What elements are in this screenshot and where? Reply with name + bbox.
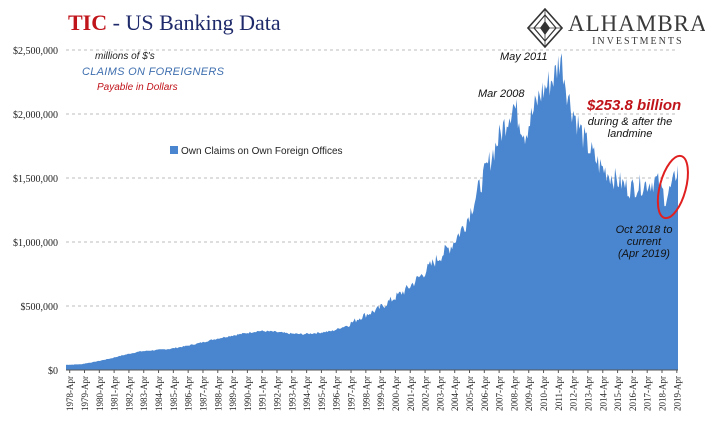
- x-tick-label: 2013-Apr: [584, 376, 594, 411]
- x-tick-label: 2002-Apr: [421, 376, 431, 411]
- x-tick-label: 2016-Apr: [628, 376, 638, 411]
- legend-swatch: [170, 146, 178, 154]
- x-tick-label: 2005-Apr: [465, 376, 475, 411]
- legend-label: Own Claims on Own Foreign Offices: [181, 146, 343, 157]
- x-tick-label: 1997-Apr: [347, 376, 357, 411]
- x-tick-label: 2004-Apr: [450, 376, 460, 411]
- x-tick-label: 2010-Apr: [539, 376, 549, 411]
- y-tick-label: $2,500,000: [13, 46, 58, 57]
- x-tick-label: 1982-Apr: [124, 376, 134, 411]
- x-tick-label: 1985-Apr: [169, 376, 179, 411]
- x-tick-label: 1992-Apr: [273, 376, 283, 411]
- x-axis: 1978-Apr 1979-Apr 1980-Apr 1981-Apr 1982-Apr…: [65, 369, 682, 411]
- x-tick-label: 2001-Apr: [406, 376, 416, 411]
- x-tick-label: 2003-Apr: [435, 376, 445, 411]
- x-tick-label: 1986-Apr: [184, 376, 194, 411]
- x-tick-label: 1989-Apr: [228, 376, 238, 411]
- x-tick-label: 2011-Apr: [554, 376, 564, 411]
- claims-note: CLAIMS ON FOREIGNERS: [82, 66, 225, 78]
- annotation-oct-line1: Oct 2018 to: [615, 224, 673, 236]
- logo-name: ALHAMBRA: [568, 11, 705, 36]
- x-tick-label: 2006-Apr: [480, 376, 490, 411]
- x-tick-label: 2008-Apr: [509, 376, 519, 411]
- x-tick-label: 1981-Apr: [110, 376, 120, 411]
- x-tick-label: 1999-Apr: [376, 376, 386, 411]
- x-tick-label: 2019-Apr: [672, 376, 682, 411]
- x-tick-label: 1980-Apr: [95, 376, 105, 411]
- area-layer: [66, 53, 678, 371]
- chart-title: TIC - US Banking Data: [68, 10, 281, 36]
- x-tick-label: 2017-Apr: [643, 376, 653, 411]
- y-axis: $0 $500,000 $1,000,000 $1,500,000 $2,000,000…: [13, 46, 58, 377]
- x-tick-label: 2000-Apr: [391, 376, 401, 411]
- annotation-oct2018: Oct 2018 to current (Apr 2019): [604, 224, 684, 260]
- annotation-oct-line3: (Apr 2019): [618, 248, 670, 260]
- series-area: [66, 53, 678, 371]
- y-tick-label: $1,000,000: [13, 238, 58, 249]
- x-tick-label: 1978-Apr: [65, 376, 75, 411]
- units-note: millions of $'s: [95, 51, 155, 62]
- x-tick-label: 2012-Apr: [569, 376, 579, 411]
- annotation-value: $253.8 billion: [587, 97, 682, 114]
- x-tick-label: 1984-Apr: [154, 376, 164, 411]
- logo: ALHAMBRA INVESTMENTS: [568, 12, 705, 48]
- legend: Own Claims on Own Foreign Offices: [170, 146, 343, 157]
- y-tick-label: $0: [48, 366, 58, 377]
- x-tick-label: 2018-Apr: [658, 376, 668, 411]
- x-tick-label: 1991-Apr: [258, 376, 268, 411]
- annotation-oct-line2: current: [626, 236, 662, 248]
- x-tick-label: 1996-Apr: [332, 376, 342, 411]
- x-tick-label: 1994-Apr: [302, 376, 312, 411]
- annotation-mar2008: Mar 2008: [478, 88, 525, 100]
- highlight-circle: [656, 154, 689, 220]
- annotation-during-line1: during & after the: [587, 116, 673, 128]
- payable-note: Payable in Dollars: [97, 82, 178, 93]
- x-tick-label: 1988-Apr: [213, 376, 223, 411]
- x-tick-label: 2009-Apr: [524, 376, 534, 411]
- x-tick-label: 2007-Apr: [495, 376, 505, 411]
- y-tick-label: $2,000,000: [13, 110, 58, 121]
- annotation-during: during & after the landmine: [584, 116, 676, 140]
- x-tick-label: 1983-Apr: [139, 376, 149, 411]
- annotation-during-line2: landmine: [607, 128, 653, 140]
- x-tick-label: 2014-Apr: [598, 376, 608, 411]
- x-tick-label: 1990-Apr: [243, 376, 253, 411]
- x-tick-label: 2015-Apr: [613, 376, 623, 411]
- x-tick-label: 1998-Apr: [361, 376, 371, 411]
- annotation-may2011: May 2011: [500, 51, 548, 63]
- y-tick-label: $1,500,000: [13, 174, 58, 185]
- x-tick-label: 1993-Apr: [287, 376, 297, 411]
- logo-icon: [527, 8, 563, 48]
- logo-subtitle: INVESTMENTS: [592, 36, 684, 47]
- title-rest: - US Banking Data: [107, 10, 281, 35]
- x-tick-label: 1995-Apr: [317, 376, 327, 411]
- highlight-layer: [656, 154, 689, 220]
- x-tick-label: 1987-Apr: [199, 376, 209, 411]
- x-tick-label: 1979-Apr: [80, 376, 90, 411]
- y-tick-label: $500,000: [21, 302, 59, 313]
- title-bold: TIC: [68, 10, 108, 35]
